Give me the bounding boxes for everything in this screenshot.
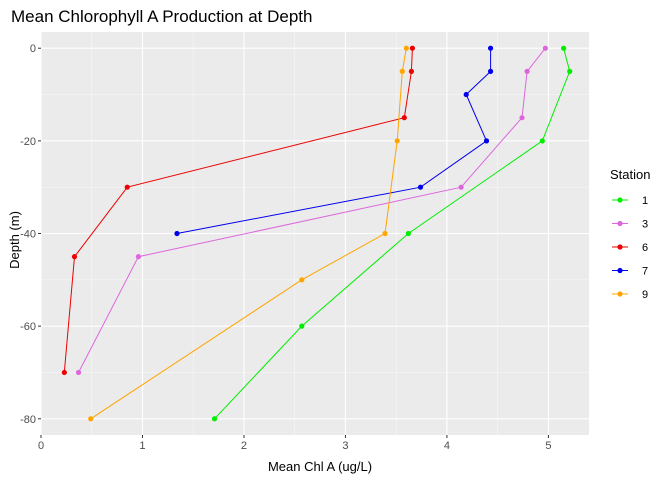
- y-axis: 0 -20 -40 -60 -80: [20, 43, 41, 426]
- legend-label: 6: [642, 242, 648, 254]
- data-point-9: [382, 230, 388, 237]
- legend-label: 3: [642, 219, 648, 231]
- series-line-3: [78, 47, 546, 373]
- data-point-9: [394, 138, 400, 144]
- legend-label: 9: [642, 289, 648, 301]
- y-tick-label: -80: [20, 414, 36, 426]
- x-axis: 0 1 2 3 4 5: [38, 435, 551, 452]
- x-axis-title: Mean Chl A (ug/L): [268, 459, 372, 474]
- legend: Station 1 3 6 7 9: [610, 167, 650, 301]
- series-1: [211, 45, 573, 422]
- data-point-7: [483, 138, 490, 144]
- data-point-6: [409, 45, 416, 51]
- series-layer: [61, 45, 573, 422]
- y-tick-label: -60: [20, 321, 36, 333]
- data-point-7: [487, 68, 494, 74]
- data-point-7: [174, 230, 180, 237]
- legend-key-point: [617, 197, 623, 203]
- data-point-9: [399, 68, 405, 74]
- data-point-6: [124, 184, 130, 190]
- series-3: [75, 45, 548, 376]
- series-9: [88, 45, 409, 422]
- y-axis-title: Depth (m): [7, 211, 22, 269]
- legend-label: 1: [642, 195, 648, 207]
- x-tick-label: 3: [342, 440, 348, 452]
- data-point-6: [408, 68, 415, 74]
- legend-key-point: [617, 291, 623, 297]
- series-line-7: [176, 48, 492, 234]
- legend-item-9: 9: [612, 289, 648, 301]
- series-6: [61, 45, 416, 376]
- series-line-6: [63, 48, 413, 373]
- data-point-6: [61, 369, 67, 376]
- data-point-7: [463, 91, 469, 98]
- series-line-9: [90, 48, 407, 420]
- y-tick-label: -40: [20, 229, 36, 241]
- data-point-1: [211, 416, 218, 422]
- y-tick-label: -20: [20, 136, 36, 148]
- data-point-1: [539, 138, 545, 144]
- series-7: [174, 45, 494, 237]
- legend-key-point: [617, 267, 623, 274]
- data-point-6: [71, 254, 78, 260]
- data-point-9: [403, 45, 409, 51]
- data-point-1: [299, 323, 305, 329]
- data-point-1: [405, 230, 411, 237]
- data-point-1: [567, 68, 573, 74]
- data-point-9: [299, 277, 305, 283]
- data-point-3: [458, 184, 464, 190]
- x-tick-label: 0: [38, 440, 44, 452]
- legend-item-3: 3: [612, 219, 648, 231]
- data-point-7: [487, 45, 494, 51]
- x-tick-label: 4: [444, 440, 450, 452]
- y-tick-label: 0: [30, 43, 36, 55]
- data-point-9: [88, 416, 94, 422]
- data-point-3: [519, 115, 525, 121]
- x-tick-label: 1: [139, 440, 145, 452]
- data-point-1: [561, 45, 567, 51]
- data-point-3: [135, 254, 142, 260]
- legend-key-point: [617, 244, 623, 250]
- legend-item-7: 7: [612, 266, 648, 278]
- x-tick-label: 2: [241, 440, 247, 452]
- series-line-1: [214, 48, 571, 420]
- legend-key-point: [617, 220, 623, 227]
- data-point-6: [401, 115, 407, 121]
- data-point-7: [417, 184, 424, 190]
- data-point-3: [75, 369, 82, 376]
- x-tick-label: 5: [545, 440, 551, 452]
- legend-title: Station: [610, 167, 650, 182]
- data-point-3: [524, 68, 530, 74]
- chart-title: Mean Chlorophyll A Production at Depth: [11, 7, 312, 26]
- legend-item-6: 6: [612, 242, 648, 254]
- legend-item-1: 1: [612, 195, 648, 207]
- legend-label: 7: [642, 266, 648, 278]
- data-point-3: [542, 45, 548, 51]
